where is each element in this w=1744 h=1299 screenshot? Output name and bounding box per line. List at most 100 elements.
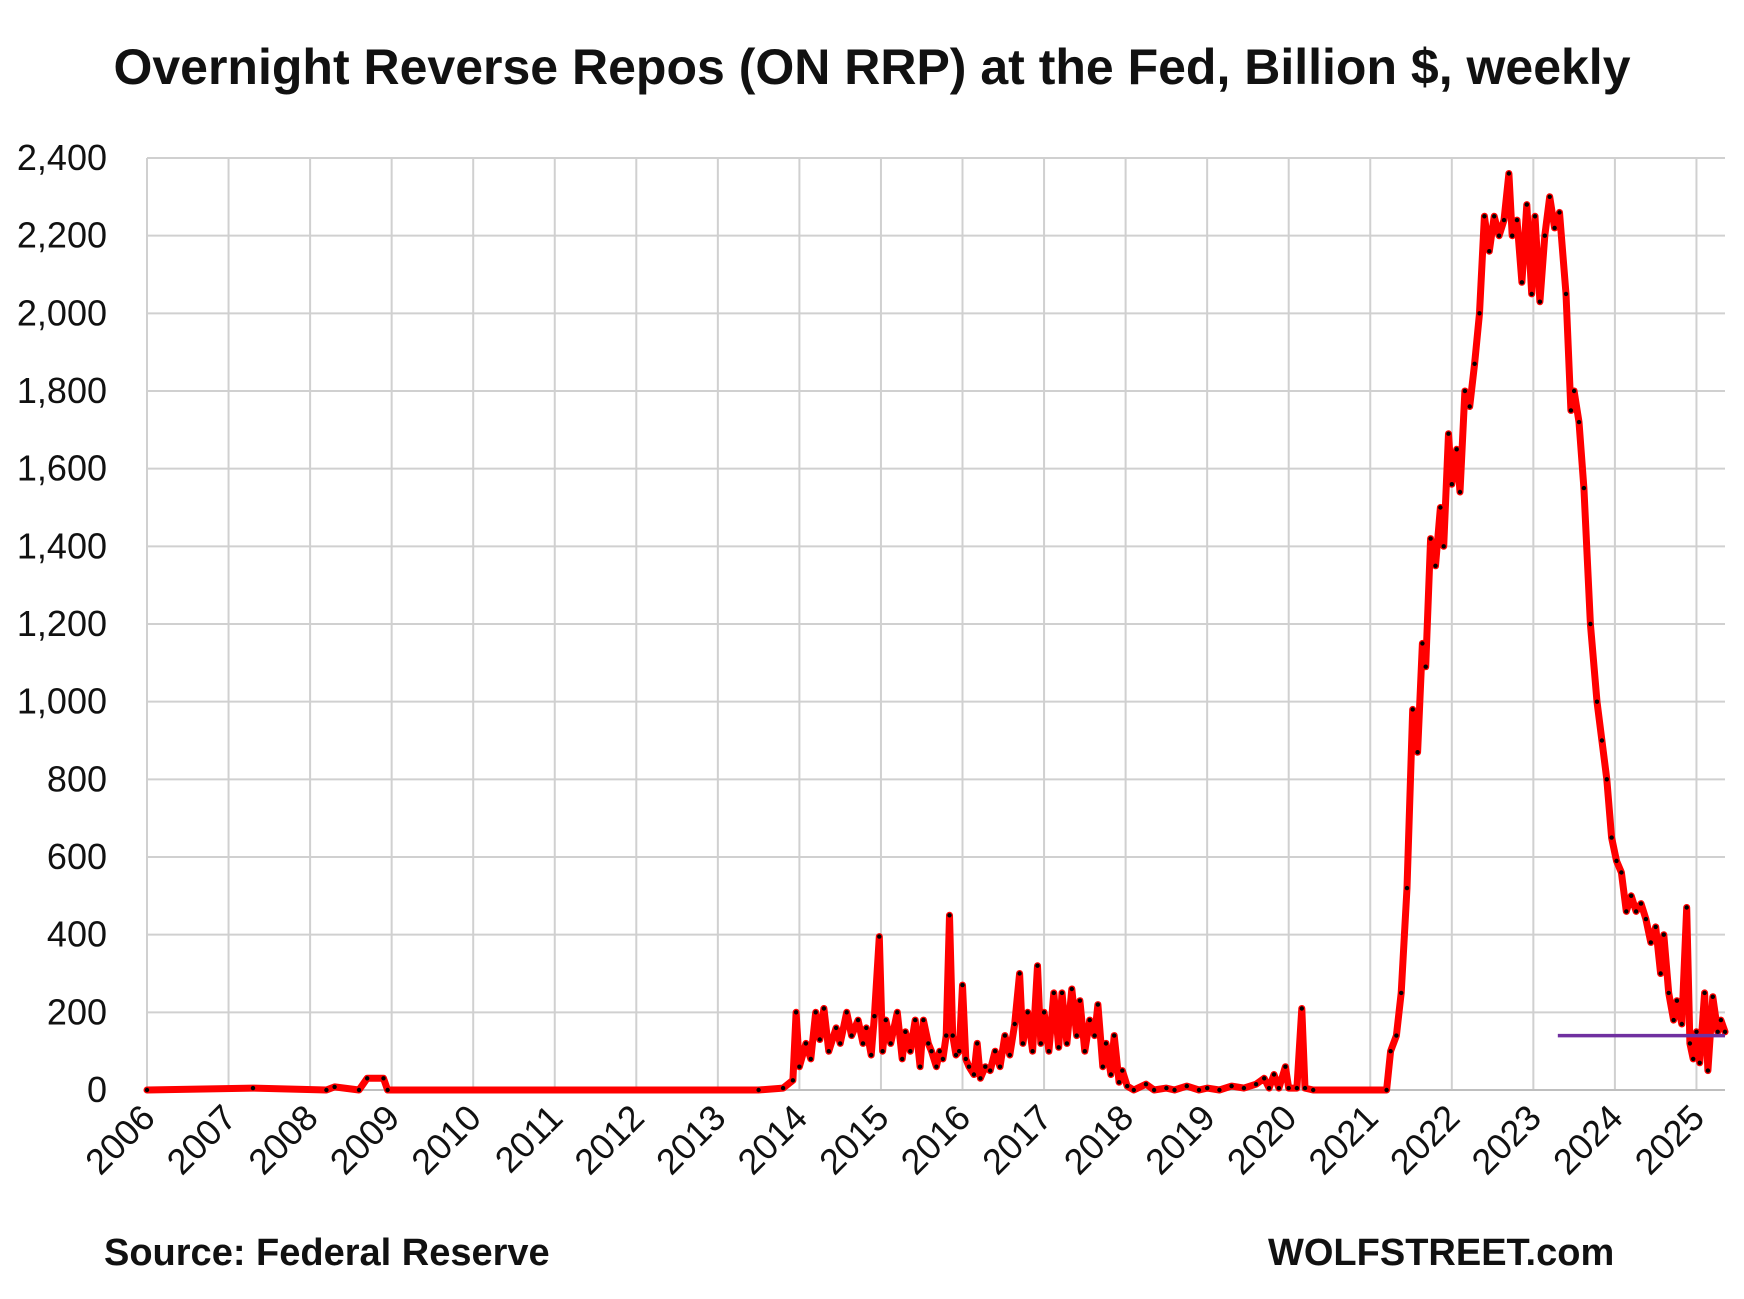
data-point [1143, 1082, 1149, 1087]
data-point [1420, 641, 1425, 646]
data-point [1184, 1083, 1190, 1089]
data-point [1108, 1072, 1114, 1077]
data-point [888, 1041, 893, 1046]
data-point [1196, 1087, 1202, 1093]
data-point [365, 1076, 370, 1081]
data-point [1302, 1085, 1308, 1091]
data-point [1428, 536, 1433, 541]
x-tick-label: 2012 [566, 1097, 652, 1183]
data-point [1125, 1083, 1130, 1089]
y-tick-label: 1,200 [17, 603, 107, 644]
data-point [1283, 1064, 1288, 1069]
data-point [1671, 1017, 1676, 1023]
y-tick-label: 2,000 [17, 292, 107, 333]
data-point [1718, 1017, 1724, 1023]
data-point [1638, 901, 1644, 906]
data-point [883, 1017, 888, 1023]
y-tick-label: 600 [47, 836, 107, 877]
data-point [821, 1006, 827, 1011]
x-tick-label: 2017 [974, 1097, 1060, 1183]
x-tick-label: 2010 [403, 1097, 489, 1183]
data-point [1599, 738, 1605, 743]
data-point [1441, 544, 1446, 549]
data-point [756, 1087, 761, 1093]
data-point [997, 1064, 1003, 1069]
y-tick-label: 0 [87, 1069, 107, 1110]
data-point [833, 1025, 839, 1031]
data-point [849, 1033, 854, 1038]
data-point [1095, 1002, 1101, 1007]
data-point [1229, 1083, 1234, 1089]
data-point [944, 1033, 949, 1038]
data-point [1311, 1087, 1316, 1093]
data-point [913, 1017, 918, 1023]
data-point [1449, 482, 1455, 487]
data-point [880, 1049, 885, 1054]
data-point [1012, 1021, 1017, 1027]
data-point [1702, 990, 1707, 996]
x-tick-label: 2011 [487, 1097, 571, 1181]
data-point [1423, 664, 1428, 669]
data-point [1472, 361, 1477, 366]
data-point [1120, 1068, 1125, 1073]
data-point [1217, 1087, 1222, 1093]
data-point [988, 1068, 993, 1073]
data-point [960, 982, 965, 988]
data-point [971, 1072, 977, 1077]
data-point [1017, 971, 1022, 976]
data-point [1694, 1029, 1699, 1035]
data-point [1410, 707, 1415, 712]
data-point [1384, 1087, 1389, 1093]
x-tick-label: 2022 [1382, 1097, 1468, 1183]
data-point [1492, 214, 1497, 219]
data-point [900, 1056, 905, 1062]
data-point [1087, 1017, 1092, 1023]
series-layer [143, 170, 1729, 1094]
x-tick-label: 2019 [1137, 1097, 1223, 1183]
data-point [1046, 1049, 1052, 1054]
data-point [921, 1017, 926, 1023]
data-point [1552, 225, 1557, 231]
data-point [1276, 1085, 1282, 1091]
data-point [1643, 916, 1649, 922]
data-point [1041, 1010, 1047, 1015]
data-point [983, 1064, 988, 1069]
data-point [1433, 563, 1438, 568]
data-point [793, 1010, 799, 1015]
data-point [1438, 505, 1443, 510]
x-tick-label: 2014 [729, 1097, 815, 1183]
data-point [1077, 998, 1083, 1003]
x-tick-label: 2023 [1463, 1097, 1549, 1183]
data-point [908, 1049, 913, 1054]
data-point [895, 1010, 900, 1015]
data-point [903, 1029, 908, 1035]
data-point [1710, 994, 1716, 999]
data-point [1624, 909, 1629, 914]
x-tick-label: 2013 [648, 1097, 734, 1183]
data-point [385, 1087, 390, 1093]
data-point [1477, 311, 1482, 316]
data-point [869, 1052, 874, 1058]
data-point [934, 1064, 939, 1069]
x-tick-label: 2008 [240, 1097, 326, 1183]
data-point [1684, 905, 1689, 910]
data-point [860, 1041, 866, 1046]
data-point [813, 1010, 818, 1015]
data-point [1571, 388, 1577, 394]
data-point [1069, 986, 1075, 992]
data-point [1388, 1049, 1393, 1054]
data-point [1519, 280, 1525, 285]
data-point [1399, 990, 1404, 996]
data-point [1506, 171, 1512, 176]
data-point [1537, 299, 1543, 304]
data-point [1524, 202, 1530, 207]
data-point [1563, 291, 1569, 297]
data-point [1056, 1045, 1061, 1050]
x-tick-label: 2018 [1056, 1097, 1142, 1183]
data-point [1532, 214, 1538, 219]
data-point [1299, 1006, 1305, 1011]
data-point [1007, 1052, 1012, 1058]
data-point [1658, 971, 1663, 976]
data-point [1271, 1072, 1277, 1077]
